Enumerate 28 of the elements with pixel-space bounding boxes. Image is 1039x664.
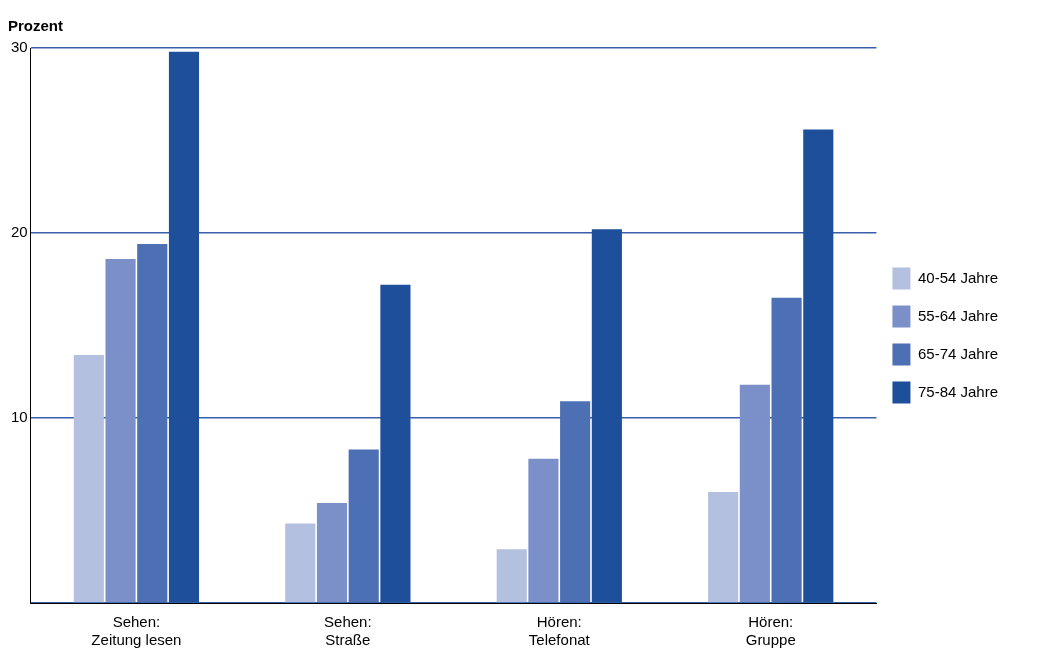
bar <box>73 355 104 603</box>
legend-label: 40-54 Jahre <box>917 268 999 286</box>
bar <box>168 51 200 603</box>
x-tick-label: Sehen: Zeitung lesen <box>91 613 182 649</box>
x-tick-label: Hören: Telefonat <box>528 613 591 649</box>
bar <box>380 284 411 603</box>
x-tick-label: Sehen: Straße <box>324 613 372 649</box>
bar <box>105 258 136 603</box>
y-axis-title: Prozent <box>8 17 64 35</box>
x-tick-label: Hören: Gruppe <box>745 613 796 649</box>
bar <box>348 449 379 603</box>
bar <box>803 129 834 603</box>
bar <box>560 401 591 603</box>
legend-label: 75-84 Jahre <box>917 382 999 400</box>
y-tick-label: 20 <box>11 223 28 241</box>
y-tick-label: 10 <box>11 408 28 426</box>
bar <box>285 523 316 603</box>
bar <box>496 549 527 603</box>
bar <box>591 229 622 603</box>
legend-label: 65-74 Jahre <box>917 344 999 362</box>
bar <box>739 384 770 603</box>
bar <box>771 297 802 603</box>
bar <box>528 458 559 603</box>
y-tick-label: 30 <box>11 38 28 56</box>
legend-label: 55-64 Jahre <box>917 306 999 324</box>
bar <box>316 503 348 603</box>
bar <box>137 244 168 603</box>
bar <box>708 492 739 603</box>
